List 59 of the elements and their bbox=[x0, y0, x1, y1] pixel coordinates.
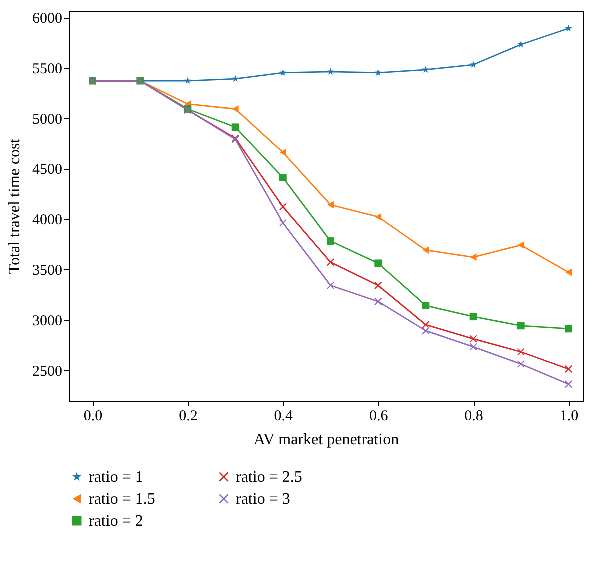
x-tick-label: 0.2 bbox=[179, 408, 198, 424]
point bbox=[374, 69, 382, 76]
x-tick-label: 0.0 bbox=[84, 408, 103, 424]
point bbox=[279, 174, 287, 182]
legend-label: ratio = 2 bbox=[89, 513, 144, 530]
point bbox=[280, 69, 287, 76]
point bbox=[184, 77, 192, 84]
legend-label: ratio = 3 bbox=[236, 491, 290, 508]
x-tick-label: 0.4 bbox=[274, 408, 294, 424]
point bbox=[565, 24, 572, 32]
point bbox=[232, 75, 240, 82]
point bbox=[565, 366, 572, 373]
point bbox=[422, 246, 430, 254]
point bbox=[470, 61, 478, 68]
y-tick-label: 3500 bbox=[32, 262, 62, 279]
point bbox=[327, 282, 334, 290]
point bbox=[327, 258, 334, 266]
point bbox=[470, 313, 478, 321]
point bbox=[422, 302, 430, 310]
point bbox=[328, 201, 334, 209]
point bbox=[374, 298, 382, 306]
point bbox=[422, 321, 430, 329]
point bbox=[470, 343, 478, 351]
point bbox=[422, 66, 430, 73]
point bbox=[374, 282, 382, 290]
y-tick-label: 4500 bbox=[32, 162, 62, 178]
point bbox=[565, 380, 572, 388]
y-tick-label: 3000 bbox=[32, 313, 62, 330]
x-tick-label: 0.8 bbox=[464, 408, 484, 424]
point bbox=[375, 213, 382, 221]
x-tick-label: 0.6 bbox=[369, 408, 389, 424]
x-tick-label: 1.0 bbox=[560, 408, 579, 424]
point bbox=[517, 348, 525, 356]
point bbox=[566, 268, 572, 276]
point bbox=[327, 238, 334, 245]
y-tick-label: 5000 bbox=[32, 112, 62, 128]
y-tick-label: 5500 bbox=[32, 61, 62, 78]
point bbox=[374, 260, 382, 268]
point bbox=[232, 124, 240, 132]
point bbox=[279, 219, 287, 227]
point bbox=[517, 360, 525, 368]
y-tick-label: 4000 bbox=[32, 212, 62, 229]
point bbox=[327, 68, 334, 75]
legend-label: ratio = 2.5 bbox=[236, 469, 302, 486]
point bbox=[279, 203, 287, 211]
point bbox=[518, 242, 524, 250]
y-axis-title: Total travel time cost bbox=[6, 138, 24, 274]
point bbox=[565, 325, 572, 333]
point bbox=[517, 322, 525, 330]
legend-label: ratio = 1.5 bbox=[89, 491, 156, 508]
y-tick-label: 6000 bbox=[32, 11, 62, 28]
point bbox=[422, 327, 430, 335]
y-tick-label: 2500 bbox=[32, 364, 62, 380]
point bbox=[280, 148, 286, 156]
point bbox=[470, 335, 478, 343]
legend-label: ratio = 1 bbox=[89, 469, 144, 486]
point bbox=[470, 254, 477, 262]
x-axis-title: AV market penetration bbox=[254, 432, 400, 448]
point bbox=[232, 106, 239, 113]
